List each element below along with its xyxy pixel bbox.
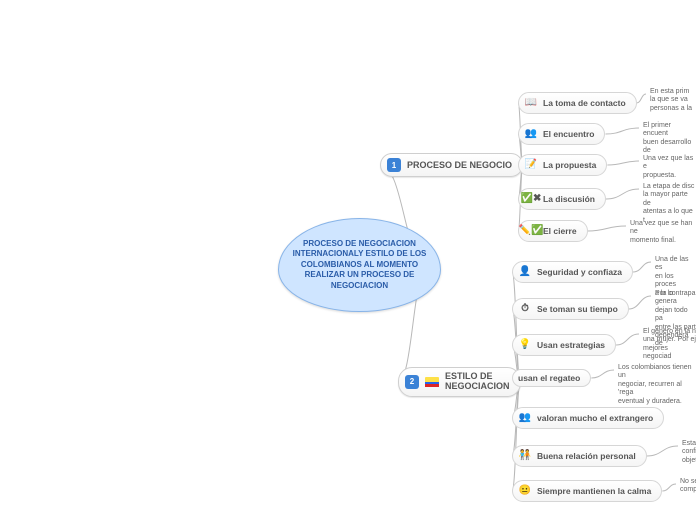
child-icon: 😐 xyxy=(518,484,532,498)
branch-b2[interactable]: 2 ESTILO DENEGOCIACION xyxy=(398,367,521,397)
child-icon: 👤 xyxy=(518,265,532,279)
leaf-text: El primer encuent buen desarrollo de xyxy=(643,122,696,156)
child-label: La discusión xyxy=(543,194,595,204)
child-icon: 💡 xyxy=(518,338,532,352)
child-c10[interactable]: 👥 valoran mucho el extrangero xyxy=(512,407,664,429)
leaf-text: Una vez que se han ne momento final. xyxy=(630,220,696,245)
child-label: El cierre xyxy=(543,226,577,236)
child-c5[interactable]: ✏️✅ El cierre xyxy=(518,220,588,242)
child-c12[interactable]: 😐 Siempre mantienen la calma xyxy=(512,480,662,502)
leaf-text: En esta prim la que se va personas a la xyxy=(650,88,692,113)
child-c8[interactable]: 💡 Usan estrategias xyxy=(512,334,616,356)
child-icon: 👥 xyxy=(518,411,532,425)
root-label: PROCESO DE NEGOCIACION INTERNACIONALY ES… xyxy=(293,239,427,290)
child-label: La propuesta xyxy=(543,160,596,170)
child-c9[interactable]: usan el regateo xyxy=(512,369,591,387)
child-c4[interactable]: ✅✖ La discusión xyxy=(518,188,606,210)
child-c3[interactable]: 📝 La propuesta xyxy=(518,154,607,176)
flag-icon xyxy=(425,377,439,387)
child-icon: 👥 xyxy=(524,127,538,141)
child-icon: ✅✖ xyxy=(524,192,538,206)
child-label: Seguridad y confiaza xyxy=(537,267,622,277)
child-icon: 📝 xyxy=(524,158,538,172)
child-icon: ✏️✅ xyxy=(524,224,538,238)
child-label: Se toman su tiempo xyxy=(537,304,618,314)
child-c1[interactable]: 📖 La toma de contacto xyxy=(518,92,637,114)
child-label: Usan estrategias xyxy=(537,340,605,350)
child-icon: 🧑‍🤝‍🧑 xyxy=(518,449,532,463)
leaf-text: No se compr xyxy=(680,478,696,495)
root-node[interactable]: PROCESO DE NEGOCIACION INTERNACIONALY ES… xyxy=(278,218,441,312)
child-label: Buena relación personal xyxy=(537,451,636,461)
branch-badge: 1 xyxy=(387,158,401,172)
child-c6[interactable]: 👤 Seguridad y confiaza xyxy=(512,261,633,283)
child-c7[interactable]: ⏱ Se toman su tiempo xyxy=(512,298,629,320)
branch-label: PROCESO DE NEGOCIO xyxy=(407,160,512,170)
child-label: usan el regateo xyxy=(518,373,580,383)
child-c11[interactable]: 🧑‍🤝‍🧑 Buena relación personal xyxy=(512,445,647,467)
leaf-text: Estab confi objet xyxy=(682,440,696,465)
leaf-text: Los colombianos tienen un negociar, recu… xyxy=(618,364,696,406)
leaf-text: Una vez que las e propuesta. xyxy=(643,155,696,180)
child-c2[interactable]: 👥 El encuentro xyxy=(518,123,605,145)
child-label: Siempre mantienen la calma xyxy=(537,486,651,496)
leaf-text: El género en la n una mujer. Por ej mejo… xyxy=(643,328,696,362)
child-icon: ⏱ xyxy=(518,302,532,316)
child-label: valoran mucho el extrangero xyxy=(537,413,653,423)
child-label: El encuentro xyxy=(543,129,594,139)
branch-b1[interactable]: 1 PROCESO DE NEGOCIO xyxy=(380,153,523,177)
child-label: La toma de contacto xyxy=(543,98,626,108)
branch-badge: 2 xyxy=(405,375,419,389)
child-icon: 📖 xyxy=(524,96,538,110)
branch-label: ESTILO DENEGOCIACION xyxy=(445,372,510,392)
leaf-text: La etapa de disc la mayor parte de atent… xyxy=(643,183,696,225)
